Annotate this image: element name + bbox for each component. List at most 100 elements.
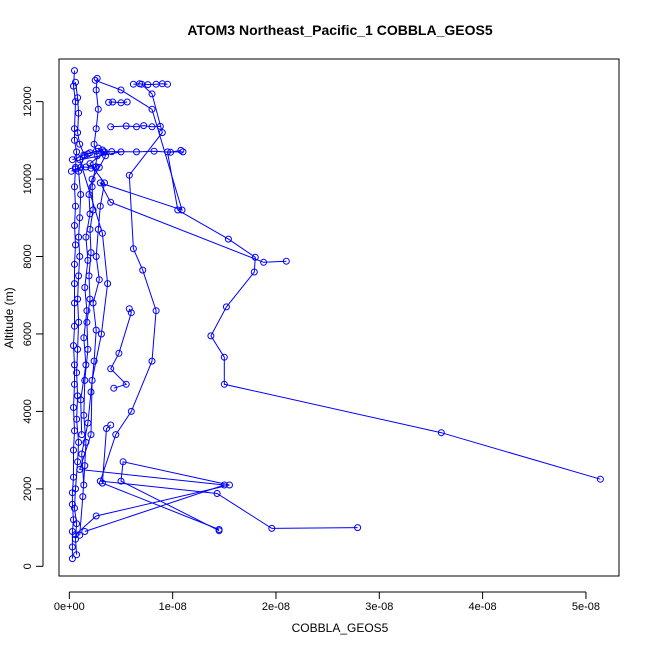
data-point [70,446,77,454]
data-point [104,280,112,288]
series-line [71,70,78,559]
data-point [95,276,103,284]
series-line [166,151,601,480]
data-point [75,438,83,446]
data-point [92,86,100,94]
data-point [150,147,158,155]
data-point [71,67,78,75]
series-line [80,149,107,435]
series-line [73,82,86,555]
data-point [164,80,171,88]
data-point [226,481,233,489]
y-axis: 0 2000 4000 6000 8000 10000 12000 [22,86,44,569]
data-point [93,74,101,82]
data-point [112,431,120,439]
data-point [122,122,130,130]
chart-title: ATOM3 Northeast_Pacific_1 COBBLA_GEOS5 [187,22,492,38]
data-point [88,183,96,191]
data-point [71,504,78,512]
data-point [79,493,87,501]
data-point [87,249,95,257]
data-point [354,524,362,532]
data-point [68,555,76,563]
data-point [177,146,185,154]
data-point [77,396,85,404]
data-point [92,326,100,334]
data-point [88,175,96,183]
data-point [78,431,86,439]
data-point [91,76,99,84]
data-point [68,543,76,551]
data-point [95,163,103,171]
data-point [94,225,102,233]
series-layer [67,67,604,563]
y-tick-label: 10000 [22,164,34,195]
x-tick-label: 5e-08 [572,601,600,613]
data-point [74,458,82,466]
data-point [94,105,102,113]
series-11 [77,146,109,439]
data-point [84,419,92,427]
data-point [82,438,90,446]
data-point [72,485,79,493]
data-point [82,233,90,241]
series-3 [164,148,604,483]
data-point [109,98,117,106]
data-point [81,528,89,535]
data-point [139,266,147,274]
data-point [110,384,118,392]
data-point [71,361,78,369]
data-point [80,334,88,342]
data-point [98,229,106,237]
series-line [79,78,99,536]
x-tick-label: 0e+00 [54,601,85,613]
data-point [73,520,81,528]
data-point [74,129,82,137]
x-axis: 0e+00 1e-08 2e-08 3e-08 4e-08 5e-08 [54,591,600,613]
data-point [250,268,258,276]
data-point [73,369,81,377]
data-point [140,122,148,130]
data-point [71,260,78,268]
series-5 [107,305,135,392]
x-tick-label: 3e-08 [365,601,393,613]
data-point [86,160,94,168]
data-point [68,528,76,535]
series-9 [71,78,89,559]
data-point [144,81,152,89]
data-point [87,431,95,439]
series-line [133,83,168,86]
data-point [81,376,89,384]
data-point [117,86,125,94]
series-14 [67,163,100,175]
data-point [96,179,104,187]
data-point [74,154,82,162]
data-point [74,345,82,353]
data-point [158,80,166,88]
data-point [71,222,78,229]
x-axis-label: COBBLA_GEOS5 [292,621,389,635]
series-line [99,83,358,529]
data-point [107,421,115,429]
x-tick-label: 4e-08 [469,601,497,613]
data-point [167,148,175,156]
data-point [220,353,228,361]
data-point [72,78,79,86]
y-tick-label: 4000 [22,399,34,423]
series-line [75,461,230,535]
data-point [127,407,135,415]
data-point [73,415,81,423]
series-line [72,149,181,161]
data-point [75,318,83,326]
data-point [70,404,77,411]
data-point [260,258,268,266]
data-point [215,526,223,533]
y-tick-label: 2000 [22,477,34,501]
data-point [72,98,79,106]
data-point [90,357,98,365]
data-point [122,380,130,388]
series-7 [98,421,223,533]
data-point [136,80,144,88]
data-point [84,256,92,264]
data-point [127,309,135,317]
